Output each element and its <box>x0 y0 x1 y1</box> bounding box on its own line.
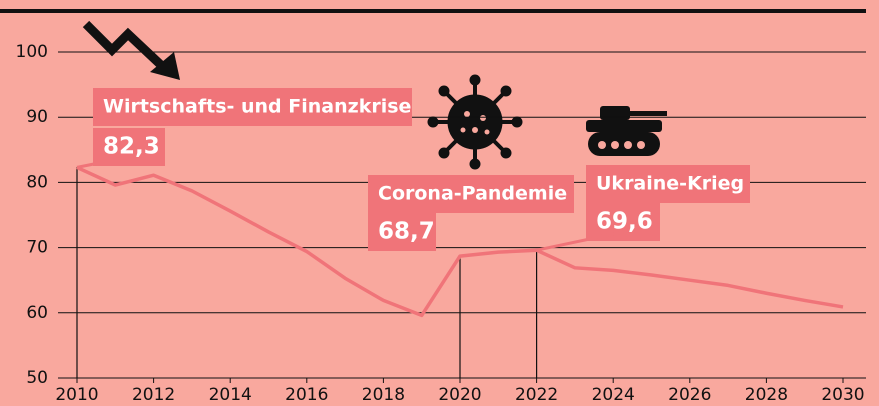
x-tick-label: 2018 <box>362 385 405 405</box>
y-tick-label: 90 <box>26 107 48 127</box>
value-box <box>93 128 165 166</box>
y-tick-label: 50 <box>26 368 48 388</box>
y-tick-label: 100 <box>16 42 48 62</box>
value-label: 69,6 <box>596 209 653 235</box>
tank-icon <box>586 106 667 156</box>
top-rule <box>0 9 866 13</box>
leader-line <box>536 230 624 252</box>
line <box>76 165 844 318</box>
x-tick-label: 2012 <box>132 385 175 405</box>
x-tick-label: 2024 <box>592 385 635 405</box>
annotation-box <box>93 88 412 126</box>
value-label: 68,7 <box>378 219 435 245</box>
x-tick-label: 2016 <box>285 385 328 405</box>
annotation-text: Corona-Pandemie <box>378 183 567 205</box>
annotation-text: Wirtschafts- und Finanzkrise <box>103 96 411 118</box>
value-box <box>368 213 436 251</box>
value-box <box>586 203 660 241</box>
value-label: 82,3 <box>103 134 160 160</box>
x-tick-label: 2022 <box>515 385 558 405</box>
x-tick-label: 2010 <box>55 385 98 405</box>
y-tick-label: 60 <box>26 303 48 323</box>
y-tick-label: 80 <box>26 172 48 192</box>
leader-line <box>76 155 130 169</box>
annotation-text: Ukraine-Krieg <box>596 173 744 195</box>
annotation-box <box>586 165 750 203</box>
x-tick-label: 2020 <box>438 385 481 405</box>
annotation-box <box>368 175 574 213</box>
y-tick-label: 70 <box>26 238 48 258</box>
crisis-arrow <box>82 20 180 80</box>
x-tick-label: 2014 <box>209 385 252 405</box>
virus-icon <box>427 74 523 170</box>
x-tick-label: 2028 <box>745 385 788 405</box>
x-tick-label: 2030 <box>821 385 864 405</box>
x-tick-label: 2026 <box>668 385 711 405</box>
